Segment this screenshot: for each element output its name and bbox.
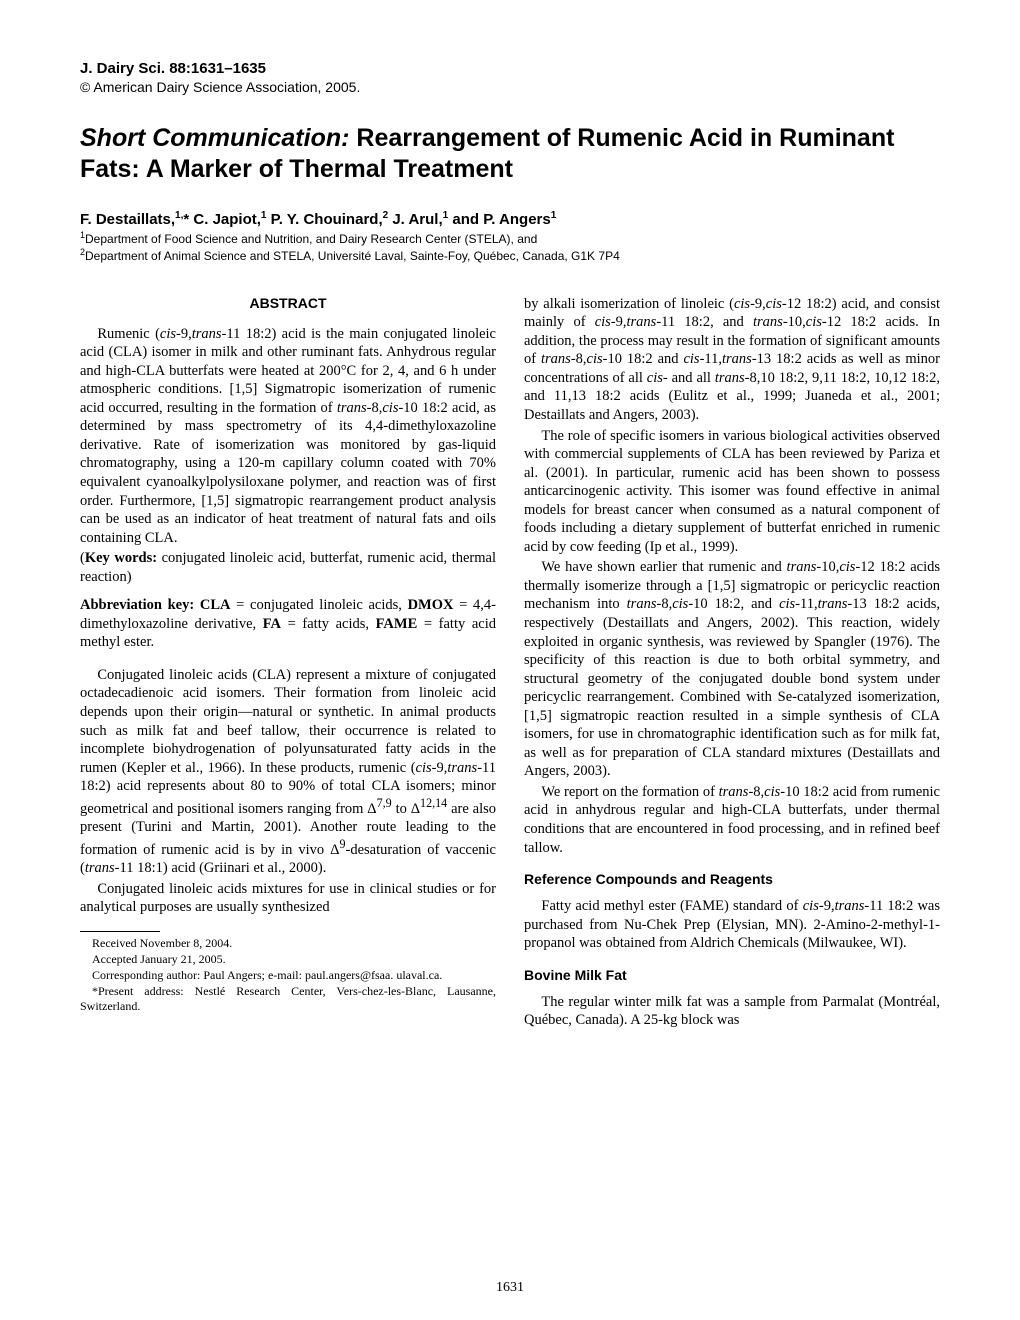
left-column: ABSTRACT Rumenic (cis-9,trans-11 18:2) a… — [80, 295, 496, 1032]
article-title: Short Communication: Rearrangement of Ru… — [80, 123, 940, 186]
page-number: 1631 — [0, 1280, 1020, 1296]
body-paragraph: The regular winter milk fat was a sample… — [524, 993, 940, 1030]
body-paragraph: We report on the formation of trans-8,ci… — [524, 783, 940, 857]
footnote-rule — [80, 931, 160, 932]
body-paragraph: We have shown earlier that rumenic and t… — [524, 558, 940, 781]
body-paragraph: Fatty acid methyl ester (FAME) standard … — [524, 897, 940, 953]
page: J. Dairy Sci. 88:1631–1635 © American Da… — [0, 0, 1020, 1320]
footnote-corresponding: Corresponding author: Paul Angers; e-mai… — [80, 968, 496, 983]
authors-line: F. Destaillats,1,* C. Japiot,1 P. Y. Cho… — [80, 210, 940, 228]
right-column: by alkali isomerization of linoleic (cis… — [524, 295, 940, 1032]
journal-citation: J. Dairy Sci. 88:1631–1635 — [80, 60, 940, 77]
footnote-accepted: Accepted January 21, 2005. — [80, 952, 496, 967]
affiliations: 1Department of Food Science and Nutritio… — [80, 230, 940, 265]
abstract-paragraph: Rumenic (cis-9,trans-11 18:2) acid is th… — [80, 325, 496, 548]
footnotes-block: Received November 8, 2004. Accepted Janu… — [80, 936, 496, 1014]
section-heading-bovine-milk-fat: Bovine Milk Fat — [524, 967, 940, 985]
section-heading-reference-compounds: Reference Compounds and Reagents — [524, 871, 940, 889]
two-column-body: ABSTRACT Rumenic (cis-9,trans-11 18:2) a… — [80, 295, 940, 1032]
body-paragraph: Conjugated linoleic acids mixtures for u… — [80, 880, 496, 917]
abbreviation-key: Abbreviation key: CLA = conjugated linol… — [80, 596, 496, 652]
keywords-line: (Key words: conjugated linoleic acid, bu… — [80, 549, 496, 586]
body-paragraph: The role of specific isomers in various … — [524, 427, 940, 557]
title-prefix: Short Communication: — [80, 124, 349, 152]
abstract-heading: ABSTRACT — [80, 295, 496, 313]
copyright-line: © American Dairy Science Association, 20… — [80, 79, 940, 95]
body-paragraph: Conjugated linoleic acids (CLA) represen… — [80, 666, 496, 878]
body-paragraph: by alkali isomerization of linoleic (cis… — [524, 295, 940, 425]
footnote-present-address: *Present address: Nestlé Research Center… — [80, 984, 496, 1014]
footnote-received: Received November 8, 2004. — [80, 936, 496, 951]
